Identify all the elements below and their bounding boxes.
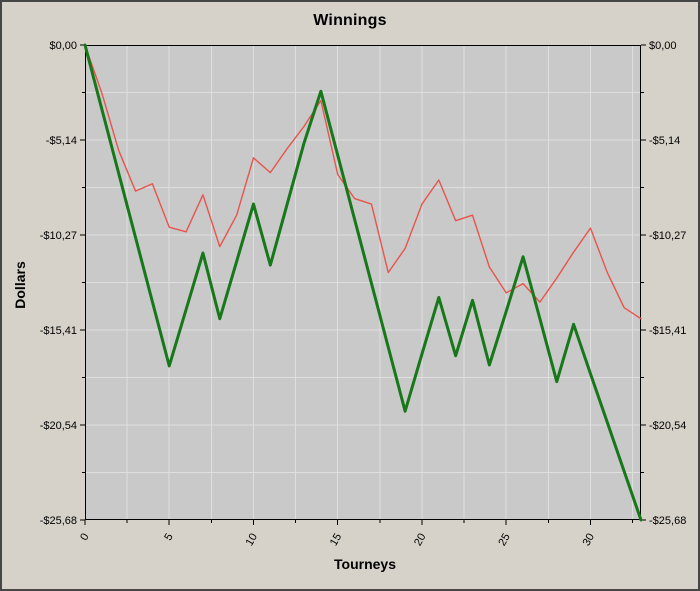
x-axis-title: Tourneys (334, 556, 396, 572)
green-line (83, 43, 643, 522)
y-tick-label-right: $0,00 (649, 40, 677, 52)
x-tick-label: 0 (78, 532, 91, 543)
y-tick-label-right: -$15,41 (649, 325, 686, 337)
x-tick-label: 20 (412, 532, 429, 549)
y-axis-title: Dollars (12, 261, 28, 309)
axis-frame (85, 45, 641, 520)
red-line (84, 44, 642, 320)
x-tick-label: 10 (244, 532, 261, 549)
chart-title: Winnings (313, 12, 387, 29)
y-tick-label-left: -$25,68 (40, 515, 77, 527)
y-tick-label-left: -$15,41 (40, 325, 77, 337)
x-tick-label: 30 (581, 532, 598, 549)
x-tick-label: 5 (162, 532, 175, 543)
y-tick-label-right: -$25,68 (649, 515, 686, 527)
y-tick-label-left: -$5,14 (46, 135, 77, 147)
y-tick-label-left: -$20,54 (40, 420, 77, 432)
y-tick-label-right: -$5,14 (649, 135, 680, 147)
y-tick-label-left: -$10,27 (40, 230, 77, 242)
y-tick-label-left: $0,00 (49, 40, 77, 52)
y-tick-label-right: -$10,27 (649, 230, 686, 242)
x-tick-label: 25 (496, 532, 513, 549)
y-tick-label-right: -$20,54 (649, 420, 686, 432)
x-tick-label: 15 (328, 532, 345, 549)
